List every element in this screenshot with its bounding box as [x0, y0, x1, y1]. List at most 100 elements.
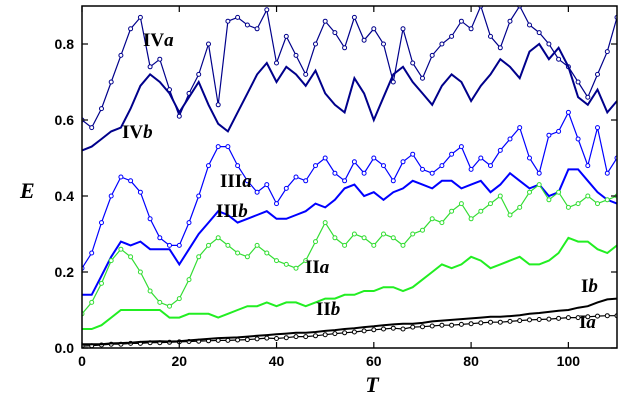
series-label-Ib: Ib	[581, 276, 598, 297]
data-point	[283, 261, 289, 267]
data-point	[108, 258, 114, 264]
series-line-IIIb	[82, 168, 617, 296]
data-point	[283, 335, 289, 341]
data-point	[225, 242, 231, 248]
data-point	[517, 318, 523, 324]
data-point	[293, 174, 299, 180]
x-axis-title: T	[365, 372, 380, 397]
data-point	[517, 204, 523, 210]
data-point	[429, 323, 435, 329]
data-point	[507, 212, 513, 218]
series-line-IIb	[82, 236, 617, 330]
data-point	[147, 216, 153, 222]
data-point	[604, 313, 610, 319]
series-label-layer: IVa IVb IIIa IIIb IIa IIb Ia Ib	[122, 30, 598, 333]
data-point	[206, 41, 211, 47]
x-tick-label: 60	[366, 353, 382, 369]
data-point	[322, 18, 328, 24]
data-point	[546, 316, 552, 322]
data-point	[128, 26, 134, 32]
data-point	[458, 18, 464, 24]
data-point	[536, 182, 542, 188]
data-point	[410, 151, 416, 157]
data-point	[332, 170, 338, 176]
data-point	[468, 26, 474, 32]
data-point	[215, 102, 221, 108]
data-point	[371, 242, 377, 248]
x-tick-label: 20	[171, 353, 187, 369]
data-point	[225, 337, 231, 343]
series-IIIb	[82, 168, 617, 296]
data-point	[99, 106, 104, 112]
data-point	[351, 14, 357, 20]
data-point	[439, 220, 445, 226]
data-point	[390, 235, 396, 241]
x-tick-label: 0	[78, 353, 86, 369]
data-point	[118, 174, 124, 180]
data-point	[235, 250, 241, 256]
data-point	[400, 242, 406, 248]
data-point	[215, 144, 221, 150]
data-point	[244, 178, 250, 184]
data-point	[303, 71, 309, 77]
series-Ia	[82, 313, 617, 348]
data-point	[215, 235, 221, 241]
data-point	[235, 337, 241, 343]
data-point	[147, 288, 153, 294]
data-point	[410, 60, 416, 66]
data-point	[361, 328, 367, 334]
data-point	[556, 128, 562, 134]
data-point	[254, 26, 260, 32]
data-point	[303, 258, 309, 264]
data-point	[420, 227, 425, 233]
series-Ib	[82, 297, 617, 346]
data-point	[458, 201, 464, 207]
data-point	[313, 41, 318, 47]
data-point	[361, 170, 367, 176]
data-point	[507, 18, 513, 24]
data-point	[556, 56, 562, 62]
data-point	[99, 220, 104, 226]
data-point	[507, 136, 513, 142]
data-point	[527, 155, 532, 161]
data-point	[244, 22, 250, 28]
series-IVa	[82, 6, 617, 131]
series-label-IIb: IIb	[316, 299, 340, 320]
data-point	[274, 60, 279, 66]
data-point	[400, 326, 406, 332]
series-IIIa	[82, 109, 617, 271]
data-point	[604, 197, 610, 203]
data-point	[390, 178, 396, 184]
data-point	[449, 33, 455, 39]
data-point	[585, 94, 591, 100]
data-point	[390, 325, 396, 331]
data-point	[546, 132, 552, 138]
data-point	[595, 201, 600, 207]
data-point	[429, 170, 435, 176]
data-point	[585, 193, 591, 199]
data-point	[361, 37, 367, 43]
data-point	[595, 71, 600, 77]
series-IIb	[82, 236, 617, 330]
data-point	[488, 201, 493, 207]
data-point	[196, 254, 202, 260]
data-point	[225, 18, 231, 24]
data-point	[536, 30, 542, 36]
data-point	[137, 189, 143, 195]
series-label-Ia: Ia	[579, 312, 596, 333]
data-point	[420, 166, 425, 172]
series-label-IVa: IVa	[143, 30, 174, 51]
data-point	[128, 254, 134, 260]
data-point	[527, 317, 532, 323]
data-point	[351, 231, 357, 237]
data-point	[137, 269, 143, 275]
data-point	[293, 265, 299, 271]
data-point	[293, 52, 299, 58]
data-point	[575, 79, 581, 85]
data-point	[497, 319, 503, 325]
data-point	[313, 163, 318, 169]
data-point	[118, 246, 124, 252]
data-point	[439, 163, 445, 169]
data-point	[351, 329, 357, 335]
data-point	[332, 30, 338, 36]
